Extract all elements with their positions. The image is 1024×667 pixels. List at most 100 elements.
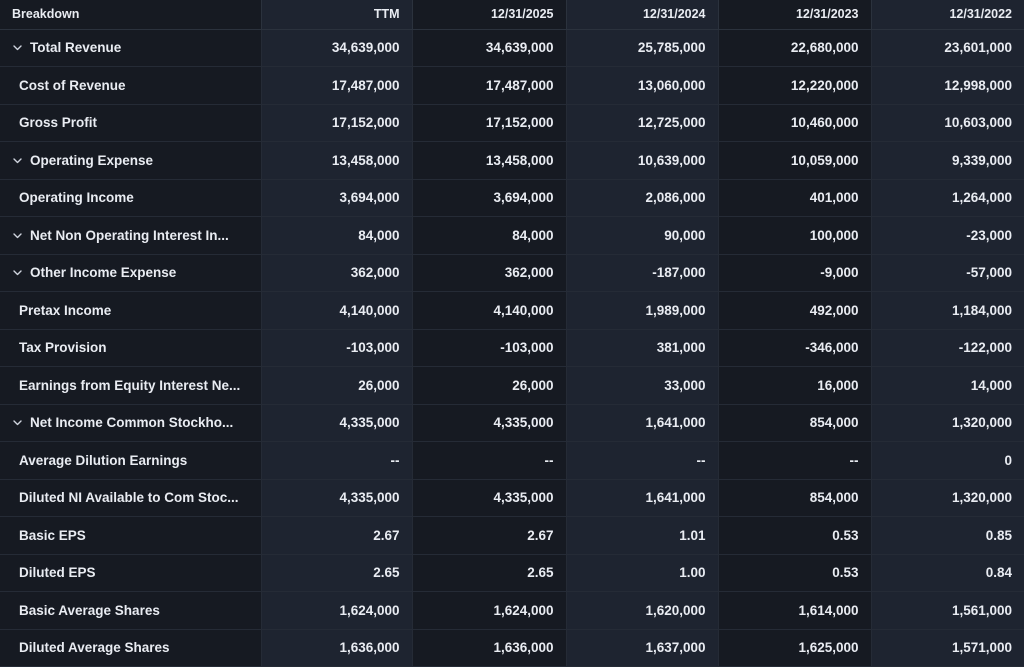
cell-ttm: 362,000 bbox=[261, 254, 413, 292]
table-row: Tax Provision -103,000 -103,000 381,000 -346… bbox=[0, 329, 1024, 367]
row-label-text: Other Income Expense bbox=[30, 265, 177, 281]
column-header-ttm[interactable]: TTM bbox=[261, 0, 413, 30]
cell-fy24: 13,060,000 bbox=[566, 66, 719, 105]
row-label-text: Cost of Revenue bbox=[19, 77, 126, 93]
cell-fy22: 12,998,000 bbox=[871, 66, 1024, 105]
table-row: Operating Income 3,694,000 3,694,000 2,086,… bbox=[0, 179, 1024, 217]
table-row: Diluted NI Available to Com Stoc... 4,335… bbox=[0, 479, 1024, 517]
cell-fy25: 1,636,000 bbox=[412, 629, 567, 667]
cell-ttm: 17,152,000 bbox=[261, 104, 413, 142]
cell-fy25: -- bbox=[412, 441, 567, 480]
cell-fy24: 12,725,000 bbox=[566, 104, 719, 142]
row-label-wrapper: Diluted Average Shares bbox=[12, 640, 249, 655]
cell-fy22: 0 bbox=[871, 441, 1024, 480]
row-label-cell: Earnings from Equity Interest Ne... bbox=[0, 366, 262, 405]
row-label-wrapper: Gross Profit bbox=[12, 115, 249, 130]
row-label-cell: Cost of Revenue bbox=[0, 66, 262, 105]
row-label-text: Diluted EPS bbox=[19, 565, 96, 581]
row-label-wrapper: Pretax Income bbox=[12, 303, 249, 318]
cell-ttm: 4,335,000 bbox=[261, 479, 413, 517]
row-label-wrapper: Operating Expense bbox=[12, 153, 249, 168]
cell-ttm: 2.67 bbox=[261, 516, 413, 555]
row-label-cell[interactable]: Operating Expense bbox=[0, 141, 262, 180]
cell-fy24: 1,641,000 bbox=[566, 479, 719, 517]
cell-fy23: 12,220,000 bbox=[718, 66, 872, 105]
cell-fy24: -- bbox=[566, 441, 719, 480]
column-header-fy25[interactable]: 12/31/2025 bbox=[412, 0, 567, 30]
cell-fy23: 0.53 bbox=[718, 516, 872, 555]
row-label-text: Earnings from Equity Interest Ne... bbox=[19, 377, 241, 393]
table-row: Average Dilution Earnings -- -- -- -- 0 bbox=[0, 441, 1024, 480]
table-row: Diluted EPS 2.65 2.65 1.00 0.53 0.84 bbox=[0, 554, 1024, 592]
cell-ttm: 4,335,000 bbox=[261, 404, 413, 442]
row-label-wrapper: Basic Average Shares bbox=[12, 603, 249, 618]
chevron-down-icon[interactable] bbox=[12, 267, 23, 278]
table-header-row: Breakdown TTM 12/31/2025 12/31/2024 12/31/20… bbox=[0, 0, 1024, 30]
cell-fy23: 854,000 bbox=[718, 404, 872, 442]
cell-fy23: 10,059,000 bbox=[718, 141, 872, 180]
cell-ttm: 3,694,000 bbox=[261, 179, 413, 217]
row-label-cell: Operating Income bbox=[0, 179, 262, 217]
row-label-cell[interactable]: Net Income Common Stockho... bbox=[0, 404, 262, 442]
cell-fy24: 1.01 bbox=[566, 516, 719, 555]
row-label-wrapper: Basic EPS bbox=[12, 528, 249, 543]
row-label-cell[interactable]: Other Income Expense bbox=[0, 254, 262, 292]
table-row: Basic EPS 2.67 2.67 1.01 0.53 0.85 bbox=[0, 516, 1024, 555]
row-label-text: Operating Income bbox=[19, 190, 134, 206]
column-header-fy24[interactable]: 12/31/2024 bbox=[566, 0, 719, 30]
cell-fy23: 401,000 bbox=[718, 179, 872, 217]
chevron-down-icon[interactable] bbox=[12, 42, 23, 53]
row-label-cell: Pretax Income bbox=[0, 291, 262, 330]
cell-ttm: 34,639,000 bbox=[261, 29, 413, 67]
cell-fy24: 1,637,000 bbox=[566, 629, 719, 667]
cell-fy24: 381,000 bbox=[566, 329, 719, 367]
chevron-down-icon[interactable] bbox=[12, 417, 23, 428]
row-label-text: Net Non Operating Interest In... bbox=[30, 227, 229, 243]
cell-fy22: 0.84 bbox=[871, 554, 1024, 592]
cell-fy22: 1,320,000 bbox=[871, 479, 1024, 517]
column-header-fy23[interactable]: 12/31/2023 bbox=[718, 0, 872, 30]
cell-fy24: 10,639,000 bbox=[566, 141, 719, 180]
cell-fy22: 1,264,000 bbox=[871, 179, 1024, 217]
row-label-wrapper: Net Income Common Stockho... bbox=[12, 415, 249, 430]
row-label-cell: Diluted EPS bbox=[0, 554, 262, 592]
cell-fy24: 1.00 bbox=[566, 554, 719, 592]
row-label-wrapper: Cost of Revenue bbox=[12, 78, 249, 93]
row-label-cell[interactable]: Total Revenue bbox=[0, 29, 262, 67]
row-label-wrapper: Total Revenue bbox=[12, 40, 249, 55]
table-header: Breakdown TTM 12/31/2025 12/31/2024 12/31/20… bbox=[0, 0, 1024, 30]
cell-ttm: 2.65 bbox=[261, 554, 413, 592]
chevron-down-icon[interactable] bbox=[12, 230, 23, 241]
cell-fy22: 23,601,000 bbox=[871, 29, 1024, 67]
column-header-fy22[interactable]: 12/31/2022 bbox=[871, 0, 1024, 30]
cell-fy25: 17,487,000 bbox=[412, 66, 567, 105]
row-label-cell: Tax Provision bbox=[0, 329, 262, 367]
column-header-breakdown[interactable]: Breakdown bbox=[0, 0, 262, 30]
row-label-text: Basic EPS bbox=[19, 527, 86, 543]
row-label-cell[interactable]: Net Non Operating Interest In... bbox=[0, 216, 262, 255]
row-label-wrapper: Tax Provision bbox=[12, 340, 249, 355]
row-label-text: Pretax Income bbox=[19, 302, 112, 318]
row-label-wrapper: Operating Income bbox=[12, 190, 249, 205]
row-label-text: Basic Average Shares bbox=[19, 602, 160, 618]
cell-fy23: 16,000 bbox=[718, 366, 872, 405]
cell-fy22: -122,000 bbox=[871, 329, 1024, 367]
table-row: Diluted Average Shares 1,636,000 1,636,000… bbox=[0, 629, 1024, 667]
cell-fy22: 1,571,000 bbox=[871, 629, 1024, 667]
cell-ttm: 17,487,000 bbox=[261, 66, 413, 105]
row-label-cell: Diluted Average Shares bbox=[0, 629, 262, 667]
cell-ttm: -103,000 bbox=[261, 329, 413, 367]
table-row: Operating Expense 13,458,000 13,458,000 10,… bbox=[0, 141, 1024, 180]
cell-fy25: 13,458,000 bbox=[412, 141, 567, 180]
cell-fy23: 10,460,000 bbox=[718, 104, 872, 142]
cell-fy24: 90,000 bbox=[566, 216, 719, 255]
cell-fy23: -- bbox=[718, 441, 872, 480]
row-label-text: Tax Provision bbox=[19, 340, 107, 356]
table-row: Basic Average Shares 1,624,000 1,624,000 1,… bbox=[0, 591, 1024, 630]
cell-fy24: 1,641,000 bbox=[566, 404, 719, 442]
table-row: Other Income Expense 362,000 362,000 -187,0… bbox=[0, 254, 1024, 292]
cell-fy24: 33,000 bbox=[566, 366, 719, 405]
chevron-down-icon[interactable] bbox=[12, 155, 23, 166]
cell-fy25: 1,624,000 bbox=[412, 591, 567, 630]
row-label-cell: Basic Average Shares bbox=[0, 591, 262, 630]
